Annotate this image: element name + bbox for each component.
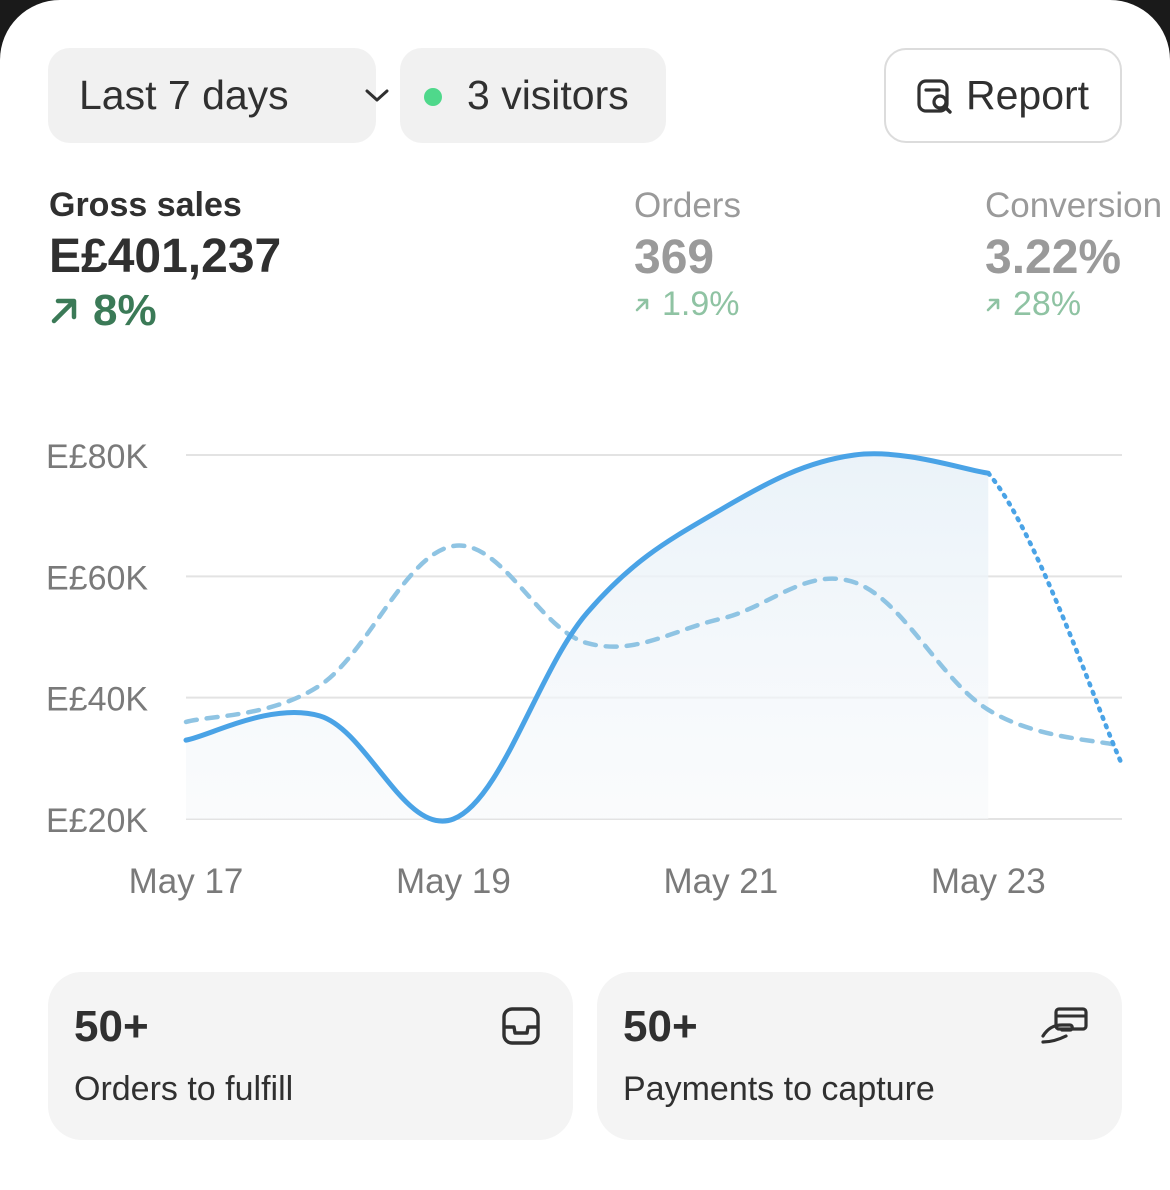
- report-search-icon: [917, 79, 952, 114]
- tile-label: Orders to fulfill: [74, 1070, 294, 1108]
- date-range-dropdown[interactable]: Last 7 days: [48, 48, 389, 143]
- metric-change-value: 1.9%: [662, 285, 740, 323]
- tile-label: Payments to capture: [623, 1070, 935, 1108]
- x-tick-label: May 23: [931, 862, 1046, 901]
- metric-conversion[interactable]: Conversion 3.22% 28%: [985, 186, 1162, 324]
- date-range-label: Last 7 days: [79, 72, 289, 118]
- sales-line-chart[interactable]: E£80K E£60K E£40K E£20K May 17 May 19 May 21 M…: [0, 420, 1170, 920]
- arrow-up-right-icon: [986, 298, 1000, 311]
- live-visitors-label: 3 visitors: [467, 72, 629, 118]
- previous-period-line: [183, 543, 1125, 749]
- y-tick-label: E£40K: [46, 681, 148, 719]
- orders-to-fulfill-tile[interactable]: 50+ Orders to fulfill: [48, 972, 573, 1140]
- metric-change: 28%: [985, 285, 1162, 324]
- metric-change-value: 28%: [1013, 285, 1082, 323]
- arrow-up-right-icon: [51, 298, 77, 324]
- metric-change: 1.9%: [634, 285, 741, 324]
- hand-card-icon: [1041, 1007, 1088, 1044]
- report-button[interactable]: Report: [884, 48, 1122, 143]
- chevron-down-icon: [365, 89, 389, 102]
- live-status-dot: [424, 88, 442, 106]
- metric-label: Gross sales: [49, 186, 242, 224]
- tile-count: 50+: [74, 1002, 149, 1051]
- arrow-up-right-icon: [635, 298, 649, 311]
- x-tick-label: May 21: [663, 862, 778, 901]
- tile-count: 50+: [623, 1002, 698, 1051]
- metric-value: 369: [634, 231, 715, 284]
- payments-to-capture-tile[interactable]: 50+ Payments to capture: [597, 972, 1122, 1140]
- metric-orders[interactable]: Orders 369 1.9%: [634, 186, 741, 324]
- metric-gross-sales[interactable]: Gross sales E£401,237 8%: [49, 186, 281, 336]
- metric-value: 3.22%: [985, 231, 1122, 284]
- x-tick-label: May 17: [129, 862, 244, 901]
- inbox-icon: [502, 1007, 540, 1045]
- metric-label: Conversion: [985, 186, 1163, 225]
- current-period-line: [183, 451, 991, 824]
- y-tick-label: E£80K: [46, 438, 148, 476]
- report-label: Report: [966, 72, 1090, 118]
- projected-line: [986, 470, 1125, 767]
- current-period-area: [186, 453, 989, 822]
- y-tick-label: E£20K: [46, 802, 148, 840]
- metric-change: 8%: [49, 286, 281, 336]
- metric-change-value: 8%: [93, 286, 157, 335]
- live-visitors-button[interactable]: 3 visitors: [400, 48, 666, 143]
- metric-value: E£401,237: [49, 230, 282, 283]
- y-tick-label: E£60K: [46, 559, 148, 597]
- x-tick-label: May 19: [396, 862, 511, 901]
- metric-label: Orders: [634, 186, 741, 225]
